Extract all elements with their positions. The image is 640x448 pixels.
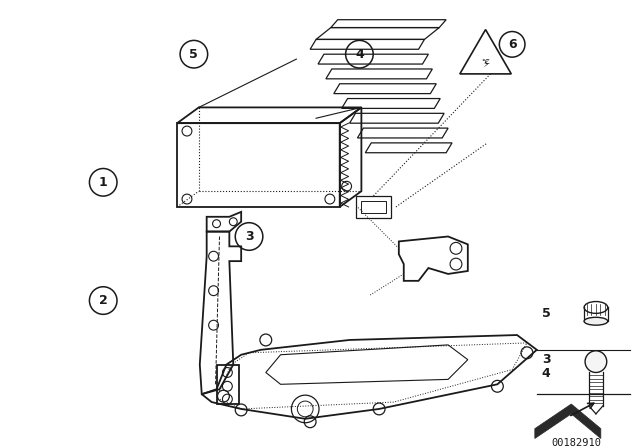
Circle shape — [585, 351, 607, 372]
Text: 5: 5 — [189, 47, 198, 60]
Text: 00182910: 00182910 — [551, 439, 601, 448]
Text: 3: 3 — [244, 230, 253, 243]
Text: ⚡: ⚡ — [482, 59, 489, 69]
Text: 4: 4 — [355, 47, 364, 60]
Text: 4: 4 — [541, 367, 550, 380]
Text: 1: 1 — [99, 176, 108, 189]
Text: 5: 5 — [541, 307, 550, 320]
Polygon shape — [535, 404, 601, 439]
Text: 6: 6 — [508, 38, 516, 51]
Text: 3: 3 — [541, 353, 550, 366]
Text: 2: 2 — [99, 294, 108, 307]
Text: ℃: ℃ — [482, 59, 490, 65]
Ellipse shape — [584, 317, 608, 325]
